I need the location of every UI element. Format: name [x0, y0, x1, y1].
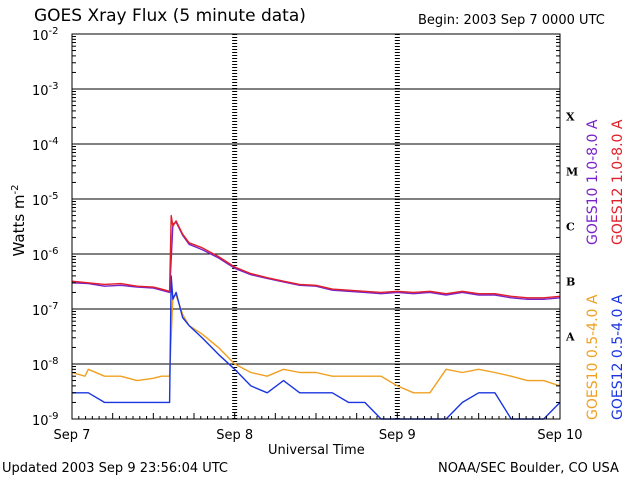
legend-entry: GOES10 1.0-8.0 A	[585, 119, 601, 245]
x-tick-label: Sep 8	[216, 428, 253, 443]
y-tick-label: 10-5	[32, 191, 59, 209]
y-tick-label: 10-3	[32, 81, 59, 99]
x-axis-label: Universal Time	[268, 443, 365, 458]
legend: GOES10 1.0-8.0 A GOES12 1.0-8.0 A GOES10 0…	[585, 119, 626, 420]
y-tick-label: 10-4	[32, 136, 59, 154]
series-layer	[71, 214, 561, 420]
legend-entry: GOES12 0.5-4.0 A	[610, 294, 626, 420]
y-tick-label: 10-9	[32, 411, 59, 429]
flare-class-label: M	[566, 166, 578, 179]
flare-class-label: A	[565, 331, 575, 344]
flare-class-label: C	[566, 221, 575, 234]
y-tick-label: 10-6	[32, 246, 59, 264]
legend-entry: GOES12 1.0-8.0 A	[610, 119, 626, 245]
legend-entry: GOES10 0.5-4.0 A	[585, 294, 601, 420]
plot-frame	[71, 33, 561, 420]
x-tick-label: Sep 7	[54, 428, 91, 443]
flare-class-label: B	[566, 276, 575, 289]
grid-lines	[72, 34, 560, 419]
x-tick-label: Sep 9	[379, 428, 416, 443]
chart-title: GOES Xray Flux (5 minute data)	[34, 6, 306, 26]
y-tick-label: 10-2	[32, 26, 59, 44]
flare-class-label: X	[566, 111, 575, 124]
x-tick-label: Sep 10	[537, 428, 582, 443]
series-line-goes12-1-0-8-0-a	[71, 214, 561, 299]
y-axis-label: Watts m-2	[10, 184, 28, 256]
series-line-goes10-0-5-4-0-a	[71, 294, 561, 394]
credit-label: NOAA/SEC Boulder, CO USA	[438, 461, 619, 476]
y-tick-label: 10-8	[32, 356, 59, 374]
updated-timestamp: Updated 2003 Sep 9 23:56:04 UTC	[2, 461, 229, 476]
begin-time-label: Begin: 2003 Sep 7 0000 UTC	[418, 13, 605, 28]
series-line-goes12-0-5-4-0-a	[72, 275, 561, 420]
series-line-goes10-1-0-8-0-a	[71, 221, 561, 300]
y-tick-label: 10-7	[32, 301, 59, 319]
